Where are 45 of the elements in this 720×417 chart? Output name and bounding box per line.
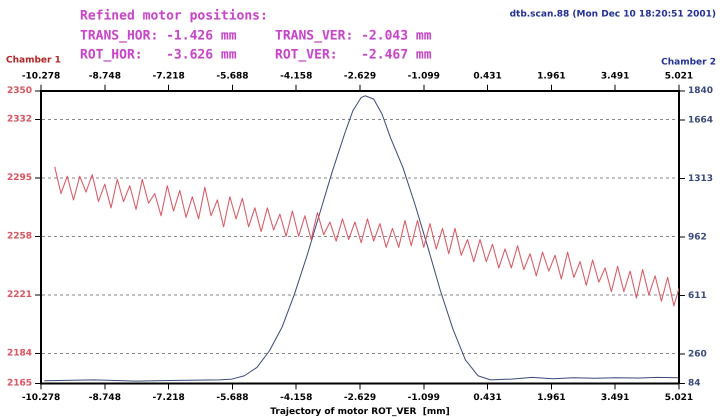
- y2-tick-label: 1313: [688, 174, 714, 184]
- x2-tick-label: -5.688: [216, 393, 249, 404]
- x2-tick-label: -1.099: [408, 393, 440, 404]
- x-tick-label: 1.961: [537, 72, 566, 82]
- y2-axis-title: Chamber 2: [661, 57, 716, 68]
- x2-tick-label: -2.629: [344, 393, 376, 404]
- x2-tick-label: 3.491: [600, 393, 630, 404]
- x-tick-label: -8.748: [88, 72, 121, 82]
- text: ROT_VER: -2.467 mm: [275, 47, 432, 62]
- x2-tick-label: 1.961: [537, 393, 566, 404]
- y2-tick-label: 1840: [688, 86, 714, 96]
- x-tick-label: 0.431: [473, 72, 502, 82]
- y-tick-label: 2258: [6, 232, 32, 242]
- x-tick-label: -5.688: [216, 72, 249, 82]
- x-tick-label: -10.278: [22, 72, 60, 82]
- x2-tick-label: -8.748: [88, 393, 121, 404]
- x-tick-label: -2.629: [344, 72, 376, 82]
- x-axis-title: Trajectory of motor ROT_VER [mm]: [270, 406, 450, 417]
- y2-tick-label: 962: [688, 232, 707, 242]
- x-tick-label: -7.218: [152, 72, 185, 82]
- y-tick-label: 2350: [6, 86, 32, 96]
- y2-tick-label: 1664: [688, 115, 714, 126]
- x2-tick-label: -4.158: [280, 393, 312, 404]
- y-tick-label: 2332: [6, 114, 32, 125]
- text: TRANS_HOR: -1.426 mm: [80, 28, 237, 44]
- x-tick-label: 5.021: [664, 72, 694, 82]
- x2-tick-label: -7.218: [152, 393, 185, 404]
- y2-tick-label: 611: [688, 290, 707, 301]
- x-tick-label: 3.491: [600, 72, 630, 82]
- x-tick-label: -4.158: [280, 72, 312, 82]
- x2-tick-label: 5.021: [664, 393, 694, 404]
- y2-tick-label: 260: [688, 349, 707, 360]
- y-tick-label: 2221: [6, 290, 32, 300]
- text: TRANS_VER: -2.043 mm: [275, 28, 432, 44]
- y-axis-title: Chamber 1: [6, 55, 61, 66]
- y-tick-label: 2184: [6, 348, 32, 359]
- y-tick-label: 2295: [6, 173, 32, 184]
- x-tick-label: -1.099: [408, 72, 440, 82]
- x2-tick-label: 0.431: [473, 393, 502, 404]
- y2-tick-label: 84: [688, 378, 700, 389]
- text: ROT_HOR: -3.626 mm: [80, 47, 237, 62]
- y-tick-label: 2165: [6, 378, 32, 389]
- text: dtb.scan.88 (Mon Dec 10 18:20:51 2001): [510, 9, 716, 20]
- x2-tick-label: -10.278: [22, 393, 60, 404]
- chart-title: Refined motor positions:: [80, 8, 268, 24]
